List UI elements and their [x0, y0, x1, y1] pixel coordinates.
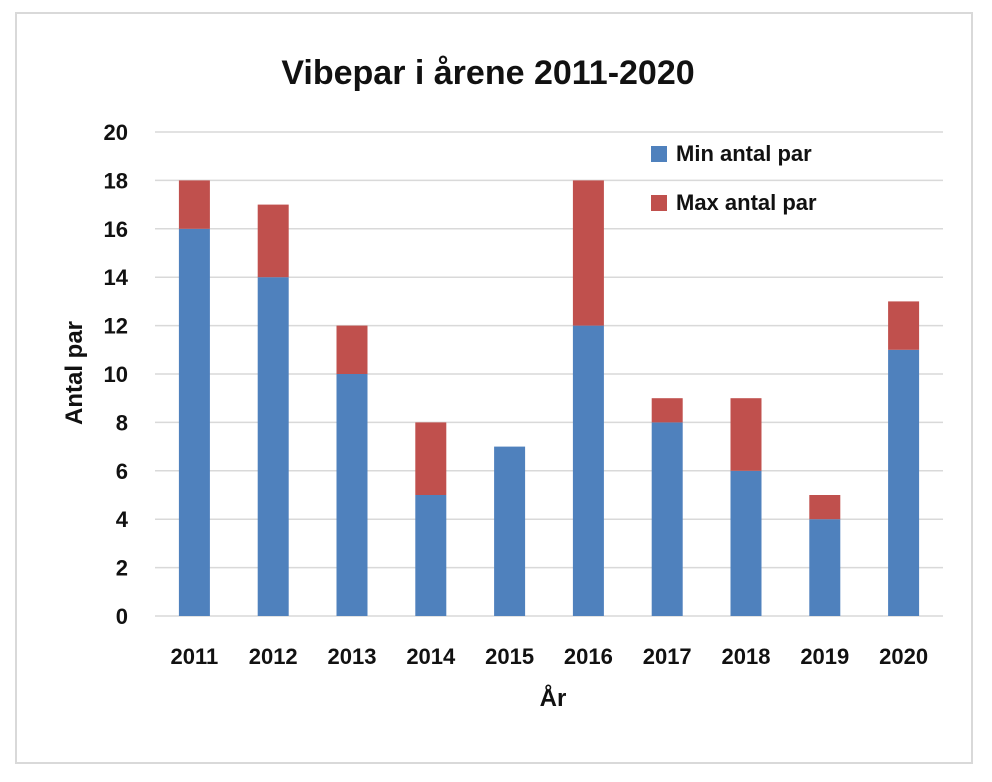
x-tick-label: 2019 — [800, 644, 849, 669]
bar-min-2018 — [730, 470, 762, 616]
legend-swatch — [651, 146, 667, 162]
bars — [178, 180, 920, 617]
x-tick-label: 2015 — [485, 644, 534, 669]
legend-label: Min antal par — [676, 141, 812, 166]
legend-label: Max antal par — [676, 190, 817, 215]
chart-frame — [15, 12, 973, 764]
bar-min-2014 — [415, 495, 447, 616]
y-tick-label: 16 — [104, 217, 128, 242]
bar-max-2012 — [257, 204, 289, 278]
bar-min-2011 — [178, 228, 210, 617]
bar-min-2015 — [494, 446, 526, 616]
y-tick-label: 8 — [116, 410, 128, 435]
x-tick-label: 2017 — [643, 644, 692, 669]
x-tick-label: 2014 — [406, 644, 456, 669]
x-tick-label: 2011 — [171, 644, 219, 669]
x-axis-label: År — [540, 684, 567, 712]
y-tick-label: 18 — [104, 168, 128, 193]
bar-max-2017 — [651, 398, 683, 423]
y-tick-label: 14 — [104, 265, 129, 290]
bar-max-2011 — [178, 180, 210, 229]
bar-max-2020 — [888, 301, 920, 350]
bar-min-2017 — [651, 422, 683, 616]
y-tick-label: 2 — [116, 556, 128, 581]
y-tick-label: 6 — [116, 459, 128, 484]
x-tick-label: 2018 — [722, 644, 771, 669]
bar-max-2018 — [730, 398, 762, 471]
bar-min-2019 — [809, 519, 841, 616]
bar-min-2013 — [336, 374, 368, 616]
y-tick-label: 4 — [116, 507, 129, 532]
y-tick-label: 12 — [104, 314, 128, 339]
x-tick-label: 2013 — [328, 644, 377, 669]
x-tick-label: 2020 — [879, 644, 928, 669]
bar-min-2012 — [257, 277, 289, 616]
bar-min-2020 — [888, 349, 920, 616]
bar-min-2016 — [572, 325, 604, 616]
y-axis-label: Antal par — [61, 321, 88, 425]
y-tick-label: 10 — [104, 362, 128, 387]
bar-max-2019 — [809, 495, 841, 520]
x-tick-label: 2012 — [249, 644, 298, 669]
y-tick-label: 20 — [104, 120, 128, 145]
bar-max-2016 — [572, 180, 604, 326]
legend: Min antal par Max antal par — [651, 141, 817, 215]
legend-swatch — [651, 195, 667, 211]
chart-title: Vibepar i årene 2011-2020 — [281, 54, 694, 92]
y-tick-label: 0 — [116, 604, 128, 629]
bar-max-2014 — [415, 422, 447, 495]
y-tick-labels: 0 2 4 6 8 10 12 14 16 18 20 — [104, 120, 129, 629]
x-tick-labels: 2011 2012 2013 2014 2015 2016 2017 2018 2019 2020 — [171, 644, 929, 669]
bar-max-2013 — [336, 325, 368, 374]
x-tick-label: 2016 — [564, 644, 613, 669]
